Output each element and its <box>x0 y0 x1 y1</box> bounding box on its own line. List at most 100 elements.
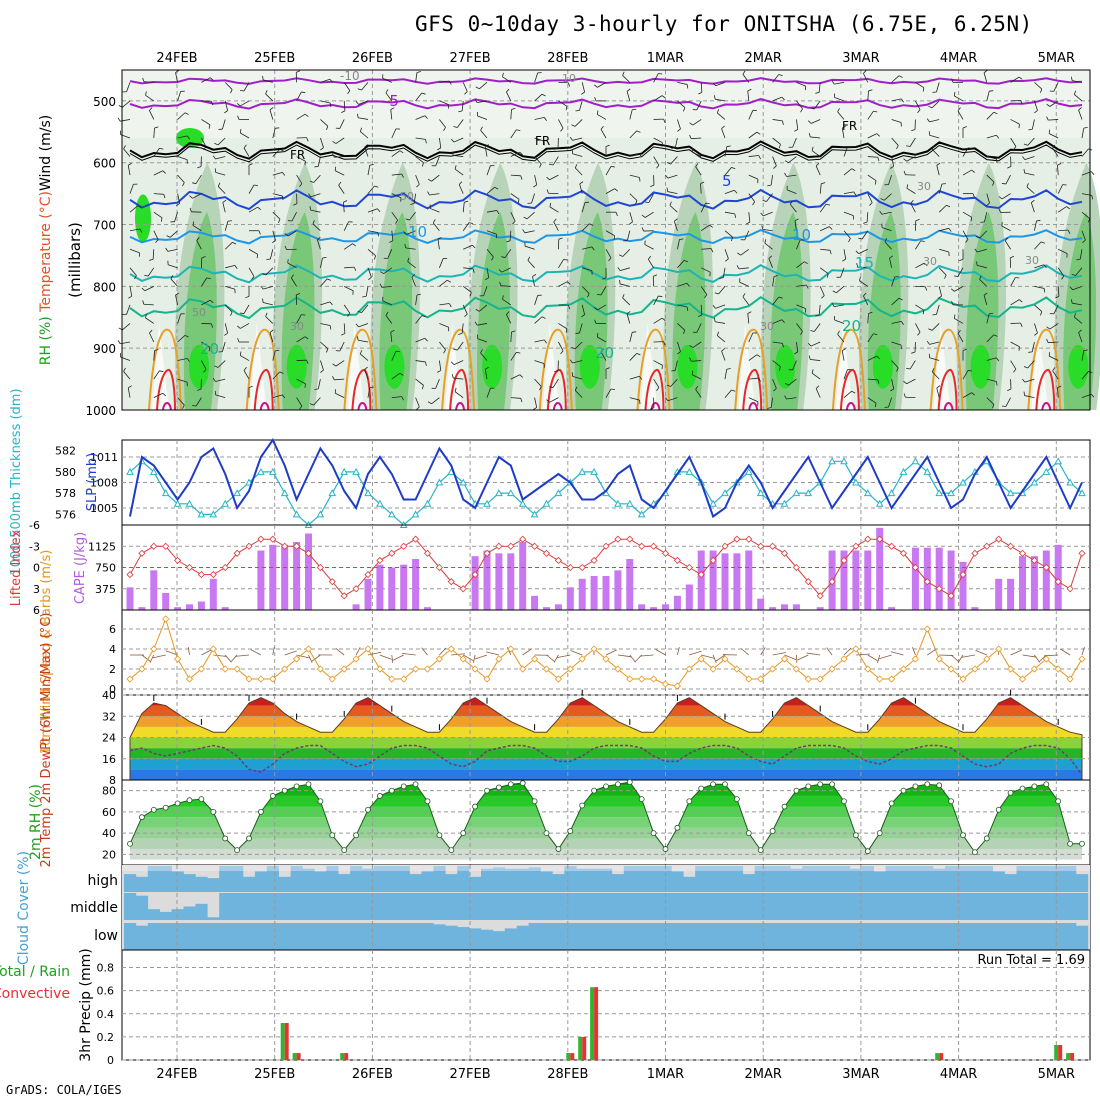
wind-barb <box>391 654 394 664</box>
wind-barb <box>486 186 495 194</box>
wind-barb <box>629 212 633 222</box>
wind-barb <box>498 269 503 273</box>
wind-barb <box>807 342 812 347</box>
wind-barb <box>724 189 735 195</box>
cloud-bar <box>849 868 863 893</box>
cloud-bar <box>945 923 958 950</box>
wind-barb <box>506 311 510 315</box>
rh-point <box>460 830 467 837</box>
wind-barb <box>175 295 178 305</box>
wind-barb <box>911 351 916 354</box>
thickness-point <box>935 489 944 497</box>
li-point <box>792 563 800 572</box>
wind-barb <box>415 315 423 324</box>
contour-label: FR <box>535 134 550 148</box>
wind-barb <box>582 246 592 250</box>
thickness-point <box>197 510 206 518</box>
wind-barb <box>320 278 328 287</box>
wind-barb <box>597 82 607 88</box>
wind-barb <box>407 257 410 262</box>
rh-point <box>388 787 395 794</box>
li-point <box>233 549 241 557</box>
wind-barb <box>762 199 767 202</box>
wind-barb <box>486 388 491 398</box>
thickness-point <box>495 489 503 497</box>
wind-barb <box>579 100 583 111</box>
wind-barb <box>546 654 555 662</box>
wind-barb <box>1034 220 1037 231</box>
wind-barb <box>677 128 681 132</box>
thickness-point <box>685 467 694 475</box>
li-point <box>697 571 705 579</box>
wind-barb <box>553 654 559 663</box>
wind-barb <box>314 165 319 168</box>
contour-label: 10 <box>792 226 811 244</box>
rh-dry <box>445 323 463 410</box>
wind-barb <box>127 165 131 176</box>
wind-barb <box>510 352 517 361</box>
rh-contour-label: 30 <box>1025 254 1039 267</box>
wind-barb <box>1036 219 1041 222</box>
wind-barb <box>240 323 250 329</box>
rh-point <box>805 783 812 790</box>
rh-point <box>162 804 169 811</box>
wind-barb <box>889 255 894 259</box>
wind-barb <box>986 91 990 102</box>
wind-barb <box>534 360 545 365</box>
wind-barb <box>877 157 880 162</box>
wind-point <box>364 645 372 653</box>
y-tick-label: 0.2 <box>97 1031 115 1044</box>
wind-barb <box>622 297 631 306</box>
wind-barb <box>239 312 245 314</box>
wind-barb <box>389 240 394 243</box>
wind-barb <box>197 388 202 391</box>
wind-barb <box>644 244 654 250</box>
wind-barb <box>413 193 416 204</box>
wind-barb <box>367 387 371 398</box>
rh-dry <box>1031 323 1049 410</box>
wind-barb <box>1057 163 1062 166</box>
cloud-bar <box>909 866 922 893</box>
wind-barb <box>359 127 363 132</box>
wind-barb <box>335 360 345 367</box>
wind-barb <box>291 211 297 222</box>
wind-barb <box>306 360 309 365</box>
wind-point <box>935 655 943 663</box>
wind-barb <box>195 397 202 407</box>
wind-barb <box>667 174 678 179</box>
wind-barb <box>263 302 273 306</box>
li-point <box>650 542 658 550</box>
wind-barb <box>258 230 261 235</box>
li-point <box>459 585 467 593</box>
wind-barb <box>145 313 147 318</box>
wind-barb <box>674 360 678 371</box>
wind-barb <box>313 397 321 406</box>
cloud-bar <box>600 868 613 893</box>
li-point <box>281 542 289 550</box>
wind-barb <box>425 139 427 144</box>
wind-barb <box>360 131 369 139</box>
wind-barb <box>574 390 583 398</box>
wind-barb <box>272 371 281 380</box>
wind-barb <box>821 295 825 299</box>
wind-point <box>483 675 491 683</box>
wind-barb <box>421 162 424 167</box>
cloud-bar <box>647 893 660 920</box>
cloud-bar <box>849 893 863 920</box>
wind-barb <box>953 314 956 319</box>
y-axis-label: RH (%) Temperature (°C)Wind (m/s) <box>38 115 54 365</box>
wind-barb <box>211 323 214 328</box>
wind-barb <box>641 214 646 218</box>
cloud-bar <box>445 874 458 893</box>
wind-barb <box>320 137 324 148</box>
cloud-bar <box>957 893 970 920</box>
cloud-bar <box>159 923 172 950</box>
wind-barb <box>938 183 943 194</box>
wind-point <box>626 675 634 683</box>
wind-barb <box>439 80 450 83</box>
cape-bar <box>626 559 634 610</box>
wind-barb <box>1070 299 1073 304</box>
wind-barb <box>939 654 954 656</box>
rain-bar <box>578 1036 583 1060</box>
wind-barb <box>1007 166 1012 169</box>
